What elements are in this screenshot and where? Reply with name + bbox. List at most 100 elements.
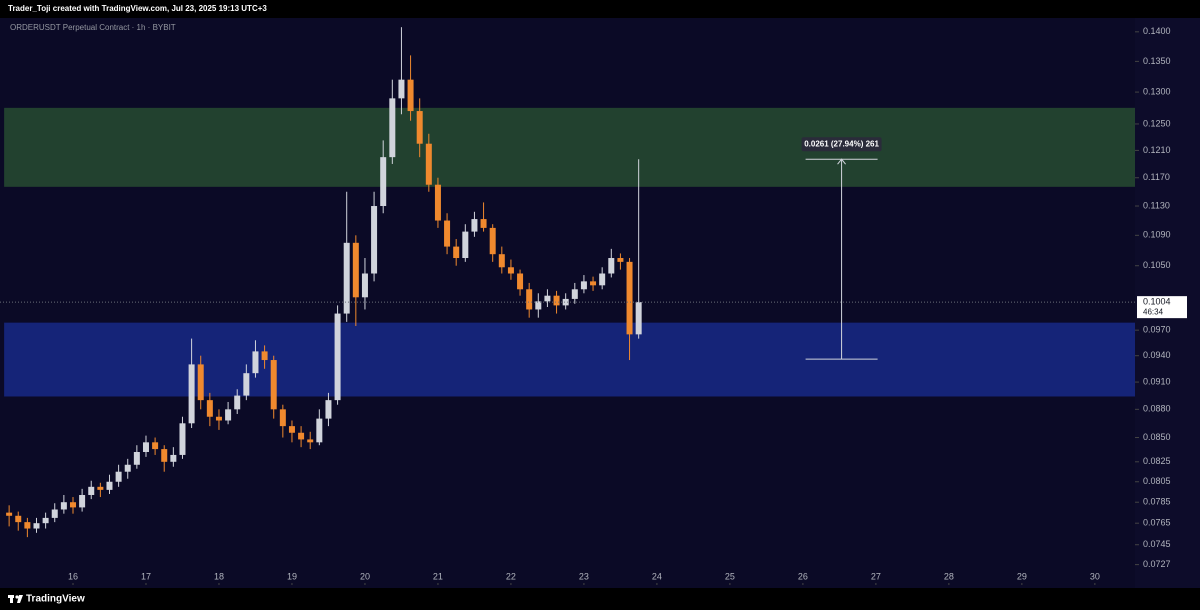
y-tick-label: 0.0765 — [1143, 518, 1171, 528]
candle-body — [571, 289, 578, 299]
candle-body — [188, 364, 195, 424]
x-tick-label: 23 — [579, 571, 589, 581]
y-tick-label: 0.1300 — [1143, 86, 1171, 96]
candle-body — [590, 281, 597, 286]
x-tick-label: 22 — [506, 571, 516, 581]
y-tick-label: 0.1210 — [1143, 145, 1171, 155]
y-tick-label: 0.1130 — [1143, 200, 1170, 210]
candle-body — [471, 219, 478, 232]
candle-body — [243, 373, 250, 396]
candle-body — [626, 261, 633, 335]
y-tick-label: 0.0745 — [1143, 539, 1171, 549]
candle-body — [407, 79, 414, 112]
candle-body — [298, 432, 305, 440]
candle-body — [371, 206, 378, 274]
candle-body — [580, 281, 587, 290]
y-tick-label: 0.0727 — [1143, 559, 1171, 569]
candle-body — [142, 442, 149, 453]
x-tick-label: 19 — [287, 571, 297, 581]
candle-body — [334, 313, 341, 401]
candle-body — [51, 509, 58, 518]
measure-label-box — [801, 137, 882, 152]
candle-body — [507, 267, 514, 274]
candle-body — [544, 295, 551, 302]
candle-body — [79, 494, 86, 508]
candle-body — [234, 395, 241, 410]
candle-body — [635, 302, 642, 335]
candle-body — [343, 242, 350, 314]
candle-body — [425, 143, 432, 185]
brand-logo — [8, 595, 23, 603]
y-tick-label: 0.0940 — [1143, 350, 1171, 360]
candle-body — [152, 442, 159, 450]
candle-body — [215, 416, 222, 421]
x-tick-label: 25 — [725, 571, 735, 581]
candle-body — [617, 258, 624, 262]
brand: TradingView — [26, 594, 85, 605]
candle-body — [24, 522, 31, 529]
y-tick-label: 0.0805 — [1143, 476, 1171, 486]
x-tick-label: 26 — [798, 571, 808, 581]
candle-body — [462, 231, 469, 259]
candle-body — [380, 157, 387, 207]
footer-bar — [0, 588, 1200, 610]
y-tick-label: 0.0880 — [1143, 404, 1171, 414]
candle-body — [526, 289, 533, 310]
y-tick-label: 0.1250 — [1143, 118, 1171, 128]
x-tick-label: 16 — [68, 571, 78, 581]
candle-body — [206, 400, 213, 417]
candle-body — [60, 502, 67, 510]
zone — [4, 322, 1136, 397]
candle-body — [434, 184, 441, 221]
candle-body — [69, 502, 76, 508]
y-tick-label: 0.1050 — [1143, 260, 1171, 270]
candle-body — [179, 423, 186, 455]
candle-body — [480, 219, 487, 228]
candle-body — [97, 486, 104, 490]
candle-body — [416, 111, 423, 144]
countdown: 46:34 — [1143, 307, 1164, 316]
last-price-box — [1137, 296, 1187, 319]
candle-body — [608, 258, 615, 274]
candle-body — [325, 400, 332, 419]
y-tick-label: 0.0825 — [1143, 456, 1171, 466]
candle-body — [88, 486, 95, 495]
last-price-label: 0.1004 — [1143, 297, 1171, 307]
candle-body — [453, 246, 460, 259]
candle-body — [15, 515, 22, 523]
y-tick-label: 0.1090 — [1143, 230, 1171, 240]
candle-body — [361, 273, 368, 298]
candle-body — [517, 273, 524, 290]
candle-body — [489, 227, 496, 255]
candle-body — [33, 523, 40, 529]
candle-body — [225, 409, 232, 421]
y-tick-label: 0.0910 — [1143, 376, 1171, 386]
x-tick-label: 27 — [871, 571, 881, 581]
zone — [4, 107, 1136, 187]
y-tick-label: 0.1400 — [1143, 26, 1171, 36]
candle-body — [535, 301, 542, 310]
candle-body — [261, 351, 268, 361]
candle-body — [197, 364, 204, 401]
attribution: Trader_Toji created with TradingView.com… — [8, 4, 267, 13]
candle-body — [124, 464, 131, 472]
candle-body — [6, 512, 13, 516]
candle-body — [270, 360, 277, 410]
candle-body — [307, 439, 314, 443]
x-tick-label: 24 — [652, 571, 662, 581]
x-tick-label: 18 — [214, 571, 224, 581]
candle-body — [288, 426, 295, 433]
measure-label: 0.0261 (27.94%) 261 — [804, 139, 879, 148]
candle-body — [352, 242, 359, 298]
candle-body — [115, 471, 122, 482]
y-tick-label: 0.0970 — [1143, 325, 1171, 335]
y-tick-label: 0.1170 — [1143, 172, 1170, 182]
candle-body — [106, 481, 113, 490]
candle-body — [252, 351, 259, 374]
candle-body — [498, 254, 505, 268]
candle-body — [444, 220, 451, 247]
x-tick-label: 20 — [360, 571, 370, 581]
